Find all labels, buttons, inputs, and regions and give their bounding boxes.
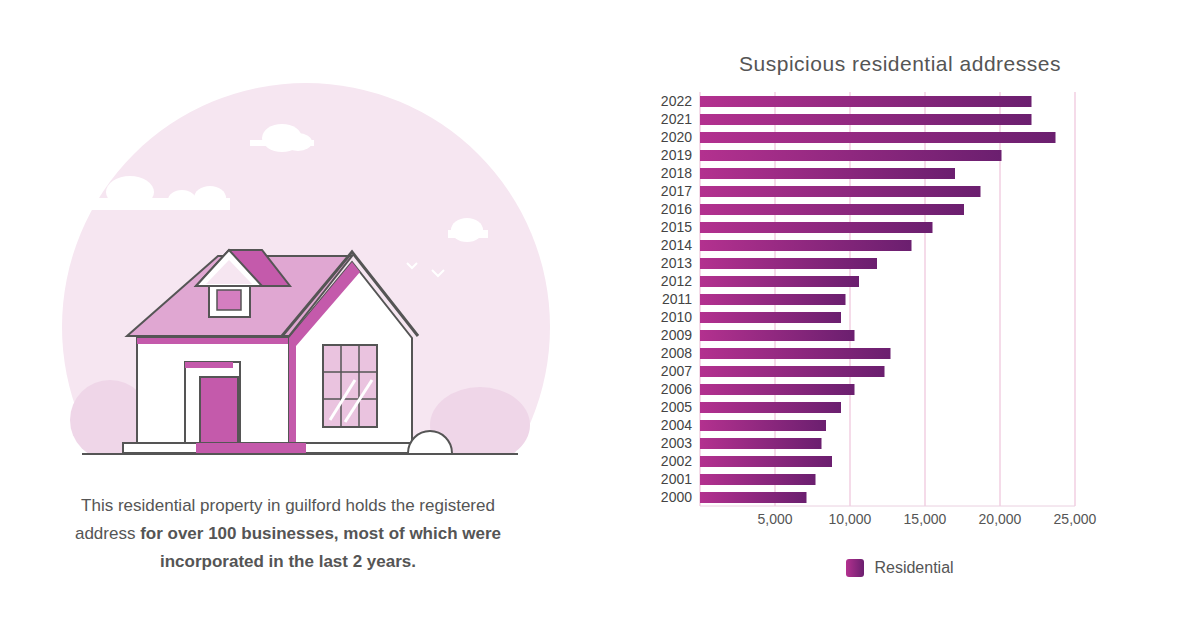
svg-text:2020: 2020 [661, 129, 692, 145]
svg-text:2004: 2004 [661, 417, 692, 433]
svg-text:2014: 2014 [661, 237, 692, 253]
svg-text:2017: 2017 [661, 183, 692, 199]
svg-text:2005: 2005 [661, 399, 692, 415]
svg-text:2011: 2011 [662, 291, 692, 307]
svg-text:2021: 2021 [661, 111, 692, 127]
html-text:This residential property in g: This residential property in guilford ho… [74, 496, 501, 571]
svg-text:2018: 2018 [661, 165, 692, 181]
svg-text:2015: 2015 [661, 219, 692, 235]
svg-text:2009: 2009 [661, 327, 692, 343]
svg-text:20,000: 20,000 [979, 511, 1022, 527]
svg-text:2002: 2002 [661, 453, 692, 469]
svg-text:15,000: 15,000 [904, 511, 947, 527]
svg-text:10,000: 10,000 [829, 511, 872, 527]
svg-text:25,000: 25,000 [1054, 511, 1097, 527]
svg-text:2010: 2010 [661, 309, 692, 325]
html-text:Residential: Residential [874, 559, 954, 576]
html-text:Suspicious residential address: Suspicious residential addresses [739, 52, 1061, 75]
svg-text:2019: 2019 [661, 147, 692, 163]
svg-text:2008: 2008 [661, 345, 692, 361]
svg-text:2012: 2012 [661, 273, 692, 289]
svg-text:2000: 2000 [661, 489, 692, 505]
svg-text:2007: 2007 [661, 363, 692, 379]
svg-text:2016: 2016 [661, 201, 692, 217]
svg-text:2013: 2013 [661, 255, 692, 271]
svg-text:2001: 2001 [661, 471, 692, 487]
svg-text:2003: 2003 [661, 435, 692, 451]
svg-text:2022: 2022 [661, 93, 692, 109]
svg-text:2006: 2006 [661, 381, 692, 397]
svg-text:5,000: 5,000 [757, 511, 792, 527]
